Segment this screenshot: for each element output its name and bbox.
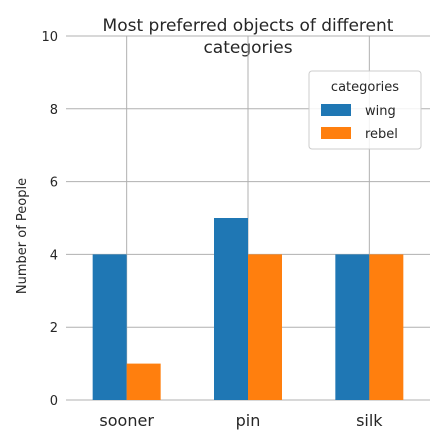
y-tick-label: 6 [50, 176, 58, 191]
x-tick-label: pin [236, 411, 261, 430]
x-tick-label: silk [356, 411, 383, 430]
y-tick-label: 10 [41, 30, 58, 45]
legend-swatch-wing [321, 104, 351, 116]
legend-swatch-rebel [321, 127, 351, 139]
bar-silk-wing [335, 254, 370, 400]
bars-layer [92, 218, 404, 400]
bar-pin-rebel [248, 254, 282, 400]
bar-sooner-wing [92, 254, 127, 400]
bar-silk-rebel [369, 254, 404, 400]
x-tick-label: sooner [99, 411, 154, 430]
legend-label-rebel: rebel [365, 127, 398, 142]
y-tick-label: 4 [50, 248, 58, 263]
axes-layer: 0 2 4 6 8 10 sooner pin silk [41, 30, 383, 430]
legend: categories wing rebel [308, 70, 422, 150]
bar-sooner-rebel [126, 363, 161, 400]
y-tick-label: 2 [50, 321, 58, 336]
y-tick-label: 8 [50, 103, 58, 118]
y-tick-label: 0 [50, 394, 58, 409]
chart-title-line-1: Most preferred objects of different [103, 16, 394, 36]
bar-pin-wing [214, 218, 248, 400]
legend-title: categories [331, 80, 399, 95]
legend-label-wing: wing [365, 104, 396, 119]
y-axis-label: Number of People [15, 178, 30, 294]
